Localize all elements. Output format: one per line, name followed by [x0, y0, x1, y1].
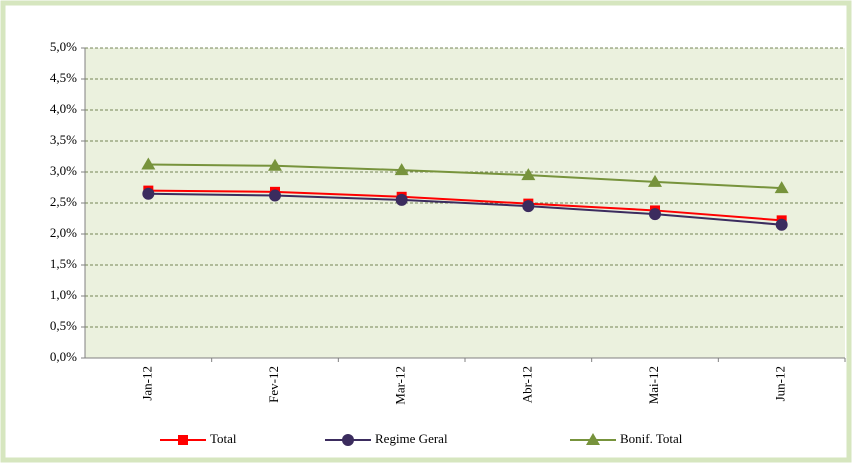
y-tick-label: 5,0%	[50, 39, 77, 54]
data-point	[268, 158, 282, 171]
x-tick-label: Mar-12	[393, 366, 408, 405]
data-point	[775, 218, 788, 231]
data-point	[394, 163, 409, 176]
y-tick-label: 1,0%	[50, 287, 77, 302]
data-point	[648, 174, 662, 187]
x-tick-label: Jun-12	[773, 366, 788, 401]
x-tick-label: Abr-12	[519, 366, 534, 403]
y-tick-label: 2,5%	[50, 194, 77, 209]
x-tick-label: Jan-12	[139, 366, 154, 401]
data-point	[269, 189, 281, 202]
data-point	[395, 193, 408, 206]
legend-label: Regime Geral	[375, 431, 448, 446]
x-tick-label: Mai-12	[646, 366, 661, 404]
data-point	[774, 181, 789, 194]
y-tick-label: 2,0%	[50, 225, 77, 240]
series-line	[148, 189, 782, 222]
data-point	[141, 157, 156, 170]
series-line	[148, 163, 782, 190]
legend-marker	[586, 433, 600, 445]
data-point	[522, 200, 535, 213]
legend-marker	[342, 434, 354, 446]
legend-label: Bonif. Total	[620, 431, 683, 446]
data-point	[649, 208, 661, 221]
y-tick-label: 4,5%	[50, 70, 77, 85]
legend-marker	[178, 435, 188, 445]
y-tick-label: 3,5%	[50, 132, 77, 147]
data-point	[521, 168, 536, 181]
data-point	[142, 187, 155, 200]
x-tick-label: Fev-12	[266, 366, 281, 403]
y-tick-label: 1,5%	[50, 256, 77, 271]
series-line	[148, 192, 782, 226]
legend-label: Total	[210, 431, 237, 446]
y-tick-label: 0,5%	[50, 318, 77, 333]
y-tick-label: 3,0%	[50, 163, 77, 178]
y-tick-label: 0,0%	[50, 349, 77, 364]
y-tick-label: 4,0%	[50, 101, 77, 116]
